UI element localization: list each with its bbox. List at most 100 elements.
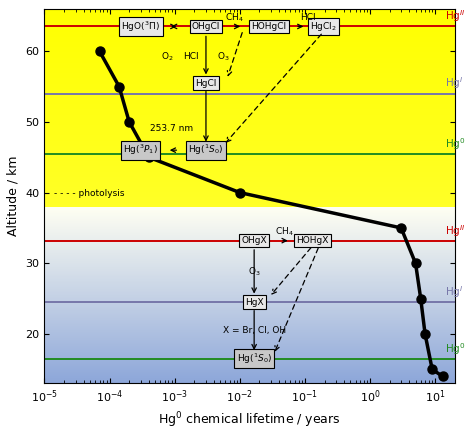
Bar [45,10,455,11]
Bar [45,267,455,268]
Text: Hg($^1S_0$): Hg($^1S_0$) [189,143,223,157]
Bar [45,362,455,363]
Text: X = Br, Cl, OH: X = Br, Cl, OH [223,326,286,335]
Bar [45,31,455,32]
Bar [45,268,455,269]
Bar [45,234,455,235]
Bar [45,382,455,383]
Bar [45,18,455,19]
Bar [45,26,455,27]
Bar [45,307,455,308]
Bar [45,316,455,317]
Bar [45,89,455,90]
Bar [45,343,455,344]
Bar [45,232,455,233]
Bar [45,280,455,281]
Bar [45,135,455,136]
Bar [45,153,455,154]
Bar [45,319,455,320]
Bar [45,269,455,270]
Bar [45,281,455,282]
Bar [45,288,455,289]
Bar [45,282,455,283]
Bar [45,181,455,182]
Text: CH$_4$: CH$_4$ [275,225,293,238]
Bar [45,177,455,178]
X-axis label: Hg$^0$ chemical lifetime / years: Hg$^0$ chemical lifetime / years [158,410,341,430]
Bar [45,102,455,103]
Bar [45,59,455,60]
Bar [45,56,455,57]
Bar [45,381,455,382]
Bar [45,231,455,232]
Bar [45,198,455,199]
Bar [45,199,455,200]
Bar [45,358,455,359]
Bar [45,327,455,328]
Bar [45,151,455,152]
Bar [45,328,455,329]
Bar [45,253,455,254]
Bar [45,312,455,313]
Bar [45,33,455,34]
Bar [45,133,455,134]
Bar [45,190,455,191]
Bar [45,27,455,28]
Bar [45,110,455,111]
Bar [45,80,455,81]
Bar [45,25,455,26]
Bar [45,352,455,353]
Bar [45,101,455,102]
Bar [45,359,455,360]
Text: Hg($^3P_1$): Hg($^3P_1$) [123,143,158,157]
Bar [45,244,455,245]
Bar [45,161,455,162]
Bar [45,308,455,309]
Bar [45,130,455,131]
Bar [45,259,455,260]
Bar [45,305,455,306]
Y-axis label: Altitude / km: Altitude / km [7,156,20,236]
Text: Hg$^{0}$: Hg$^{0}$ [446,136,466,152]
Bar [45,49,455,50]
Bar [45,76,455,77]
Bar [45,24,455,25]
Bar [45,326,455,327]
Bar [45,15,455,16]
Bar [45,30,455,31]
Bar [45,204,455,205]
Bar [45,371,455,372]
Bar [45,13,455,14]
Bar [45,194,455,195]
Bar [45,147,455,148]
Text: HOHgCl: HOHgCl [252,22,287,31]
Bar [45,354,455,355]
Bar [45,203,455,204]
Bar [45,270,455,271]
Bar [45,54,455,55]
Text: HCl: HCl [183,52,199,61]
Bar [45,115,455,116]
Bar [45,122,455,123]
Bar [45,272,455,273]
Bar [45,320,455,321]
Bar [45,314,455,315]
Bar [45,169,455,170]
Bar [45,114,455,115]
Bar [45,309,455,310]
Bar [45,68,455,69]
Bar [45,330,455,331]
Bar [45,159,455,160]
Bar [45,185,455,186]
Bar [45,39,455,40]
Bar [45,19,455,20]
Bar [45,335,455,336]
Bar [45,233,455,234]
Bar [45,95,455,96]
Bar [45,74,455,75]
Bar [45,45,455,46]
Bar [45,16,455,17]
Bar [45,96,455,97]
Bar [45,140,455,141]
Bar [45,229,455,230]
